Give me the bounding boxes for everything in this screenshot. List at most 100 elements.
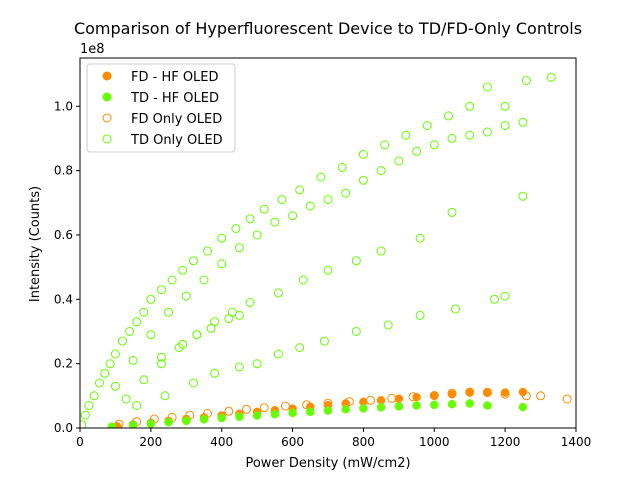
- x-tick-label: 200: [139, 435, 162, 449]
- data-point: [447, 399, 457, 409]
- data-point: [121, 394, 131, 404]
- data-point: [242, 404, 251, 414]
- y-tick-label: 1.0: [54, 99, 73, 113]
- data-point: [164, 417, 173, 427]
- data-point: [217, 413, 226, 423]
- data-point: [422, 121, 432, 131]
- data-point: [430, 391, 439, 401]
- data-point: [341, 188, 351, 198]
- data-point: [100, 368, 110, 378]
- data-point: [298, 275, 308, 285]
- data-point: [305, 201, 315, 211]
- data-point: [394, 156, 404, 166]
- data-point: [380, 140, 390, 150]
- data-point: [231, 224, 241, 233]
- data-point: [482, 127, 492, 137]
- data-point: [482, 82, 492, 92]
- data-point: [217, 259, 227, 269]
- data-point: [188, 256, 198, 266]
- data-point: [259, 204, 269, 214]
- data-point: [199, 275, 209, 285]
- y-tick-label: 0.0: [54, 421, 73, 435]
- legend: FD - HF OLED TD - HF OLED FD Only OLED TD O…: [86, 63, 236, 153]
- data-point: [167, 275, 177, 285]
- data-point: [234, 310, 244, 320]
- data-point: [536, 391, 546, 401]
- data-point: [394, 402, 404, 411]
- data-point: [444, 111, 453, 121]
- data-point: [146, 419, 156, 428]
- data-point: [288, 211, 298, 221]
- data-point: [252, 359, 262, 369]
- data-point: [412, 146, 422, 156]
- data-point: [316, 172, 326, 182]
- data-point: [270, 409, 280, 419]
- data-point: [105, 359, 115, 369]
- x-tick-label: 0: [76, 435, 84, 449]
- data-point: [447, 133, 457, 143]
- data-point: [110, 349, 120, 359]
- data-point: [518, 387, 528, 397]
- data-point: [483, 387, 492, 397]
- data-point: [295, 185, 305, 195]
- data-point: [259, 403, 269, 413]
- legend-marker: [102, 113, 112, 123]
- data-point: [351, 327, 361, 336]
- plot-frame: [79, 57, 577, 429]
- data-point: [84, 401, 94, 410]
- data-point: [323, 406, 333, 415]
- data-point: [358, 150, 368, 159]
- data-point: [203, 246, 212, 256]
- data-point: [546, 72, 556, 82]
- data-point: [188, 378, 198, 388]
- data-point: [500, 121, 510, 131]
- data-point: [337, 162, 347, 172]
- axes: 0 200 400 600 800 1000 1200 1400 0.0 0.2 0.4 0.6 0.8…: [54, 57, 591, 449]
- data-point: [125, 327, 135, 336]
- data-point: [518, 191, 528, 201]
- plot-area: [80, 72, 572, 428]
- legend-box: [86, 63, 236, 153]
- data-point: [376, 403, 386, 412]
- data-point: [245, 298, 255, 307]
- data-point: [80, 420, 87, 428]
- data-point: [518, 402, 528, 412]
- data-point: [128, 420, 138, 428]
- x-tick-label: 800: [352, 435, 375, 449]
- data-point: [465, 388, 474, 397]
- data-point: [157, 285, 166, 295]
- data-point: [252, 230, 262, 240]
- data-point: [465, 399, 474, 408]
- y-tick-label: 0.8: [54, 164, 73, 178]
- data-point: [160, 391, 170, 401]
- y-tick-label: 0.6: [54, 228, 73, 242]
- data-point: [359, 404, 368, 413]
- data-point: [80, 410, 90, 420]
- data-point: [270, 217, 280, 227]
- y-axis-label: Intensity (Counts): [28, 186, 43, 302]
- data-point: [394, 394, 404, 403]
- data-point: [139, 307, 149, 317]
- data-point: [206, 323, 216, 333]
- data-point: [245, 214, 255, 224]
- data-point: [273, 349, 283, 359]
- data-point: [234, 362, 244, 372]
- data-point: [199, 415, 209, 424]
- data-point: [447, 207, 457, 217]
- data-point: [288, 408, 297, 418]
- data-point: [430, 400, 439, 410]
- data-point: [273, 288, 283, 298]
- data-point: [341, 405, 350, 414]
- legend-marker: [102, 134, 112, 144]
- data-point: [277, 195, 287, 205]
- data-point: [178, 339, 188, 349]
- data-point: [132, 401, 142, 410]
- y-tick-label: 0.2: [54, 357, 73, 371]
- data-point: [415, 233, 425, 243]
- legend-label: TD Only OLED: [130, 133, 223, 148]
- data-point: [234, 243, 244, 253]
- data-point: [323, 265, 333, 275]
- y-offset-label: 1e8: [80, 42, 105, 57]
- data-point: [128, 355, 138, 365]
